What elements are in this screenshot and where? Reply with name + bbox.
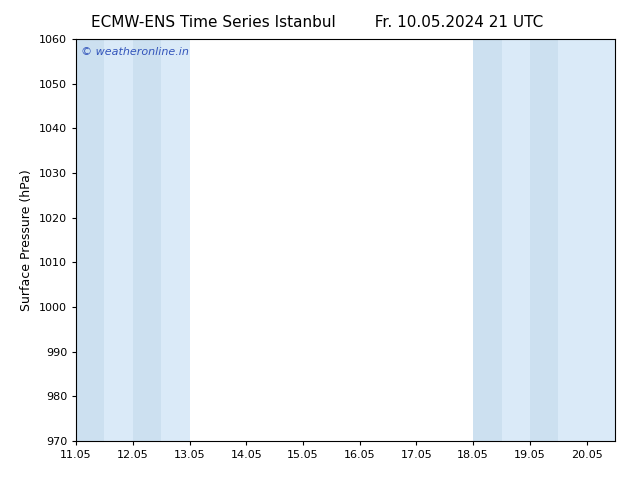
Bar <box>76 39 105 441</box>
Bar <box>133 39 161 441</box>
Bar <box>559 39 615 441</box>
Bar <box>161 39 190 441</box>
Text: ECMW-ENS Time Series Istanbul        Fr. 10.05.2024 21 UTC: ECMW-ENS Time Series Istanbul Fr. 10.05.… <box>91 15 543 30</box>
Y-axis label: Surface Pressure (hPa): Surface Pressure (hPa) <box>20 169 34 311</box>
Bar <box>501 39 530 441</box>
Bar <box>530 39 559 441</box>
Text: © weatheronline.in: © weatheronline.in <box>81 47 190 57</box>
Bar <box>473 39 501 441</box>
Bar <box>105 39 133 441</box>
